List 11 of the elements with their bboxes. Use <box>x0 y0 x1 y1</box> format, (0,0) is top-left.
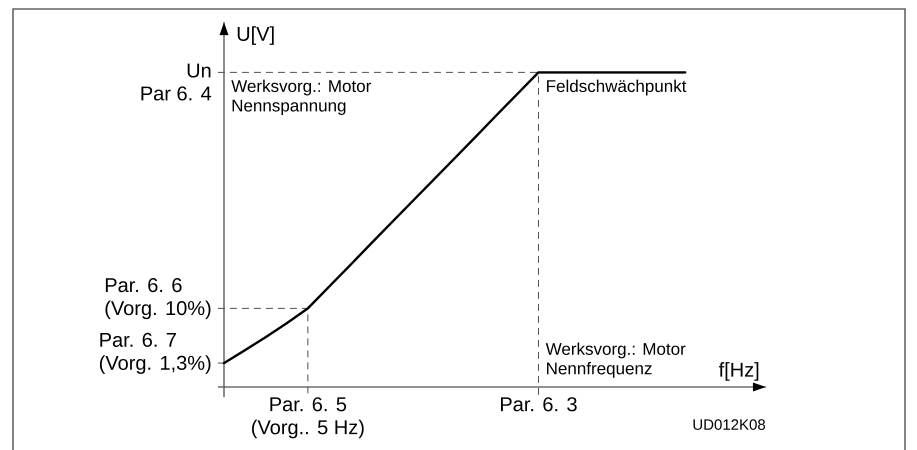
x-axis-title: f[Hz] <box>718 362 758 381</box>
text: UD012K08 <box>694 419 766 430</box>
y-axis-title: U[V] <box>238 26 274 45</box>
annotation: Werksvorg.: Motor Nennspannung <box>231 80 372 115</box>
x-tick-label: Par. 6. 5 (Vorg.. 5 Hz) <box>252 397 364 438</box>
x-tick-label: Par. 6. 3 <box>501 397 577 412</box>
annotation: Werksvorg.: Motor Nennfrequenz <box>546 342 686 378</box>
ref-line-label: Par. 6. 7 (Vorg. 1,3%) <box>100 332 210 374</box>
annotation: Feldschwächpunkt <box>547 80 686 96</box>
ref-line-label: Un Par 6. 4 <box>141 64 212 101</box>
ref-line-label: Par. 6. 6 (Vorg. 10%) <box>106 278 210 320</box>
